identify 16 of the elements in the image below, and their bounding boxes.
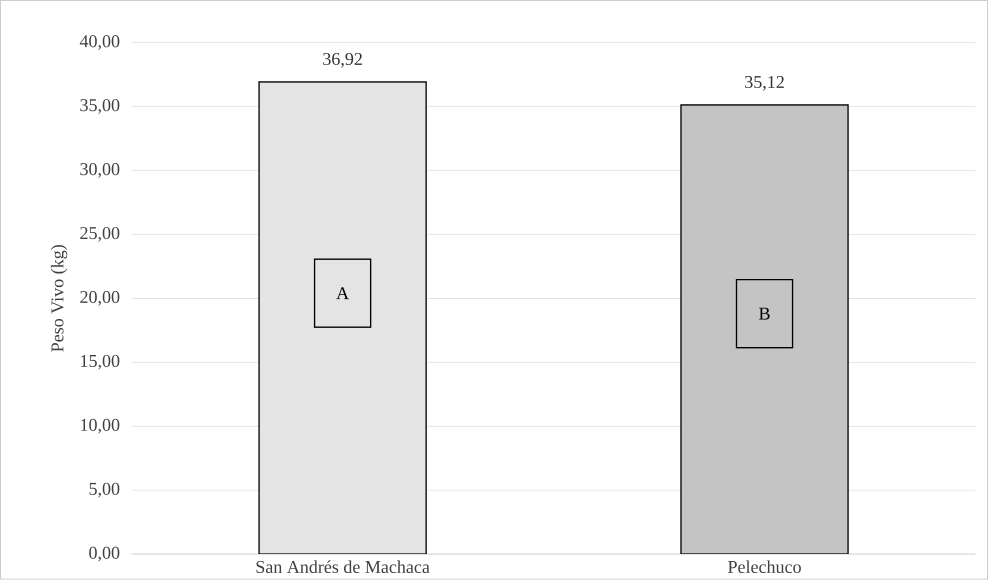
y-axis-title: Peso Vivo (kg): [50, 245, 68, 352]
annotation: B: [759, 308, 770, 320]
data-label: 36,92: [323, 53, 362, 68]
y-tick-label: 15,00: [81, 355, 120, 370]
y-tick-label: 5,00: [90, 482, 120, 498]
y-tick-label: 30,00: [80, 163, 120, 178]
annotation: A: [336, 287, 349, 300]
x-tick-label: Pelechuco: [728, 560, 801, 574]
y-tick-label: 25,00: [80, 227, 120, 242]
y-tick-label: 0,00: [89, 546, 120, 562]
y-tick-label: 40,00: [80, 35, 120, 50]
data-label: 35,12: [745, 76, 784, 91]
y-tick-label: 35,00: [80, 99, 120, 114]
x-tick-label: San Andrés de Machaca: [256, 560, 430, 574]
y-tick-label: 10,00: [81, 418, 120, 434]
y-tick-label: 20,00: [80, 291, 120, 306]
